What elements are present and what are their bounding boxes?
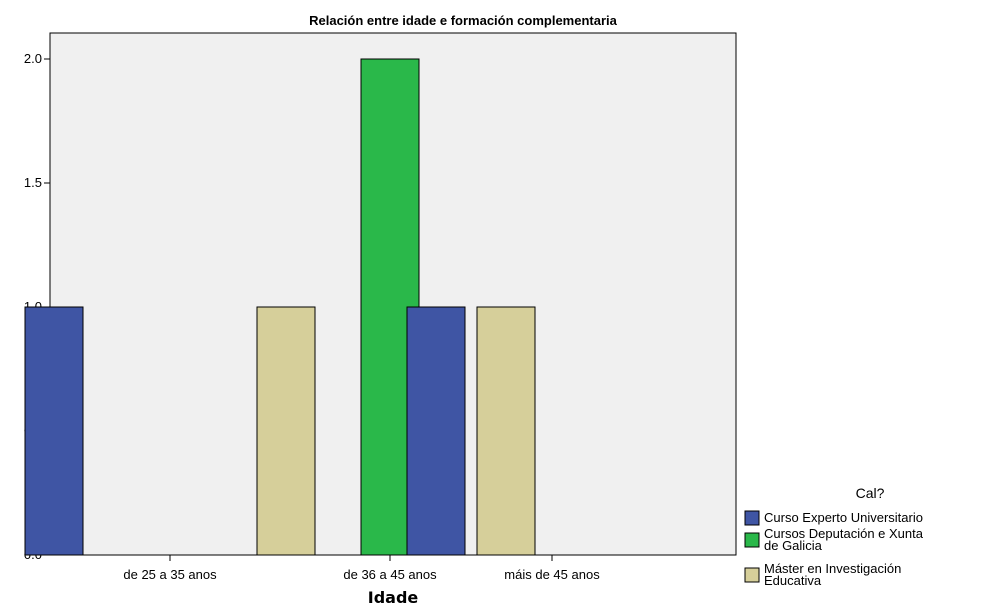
legend-label: Máster en Investigación (764, 561, 901, 576)
legend-swatch (744, 532, 760, 548)
bars (24, 58, 536, 556)
legend-label: Cursos Deputación e Xunta (764, 526, 924, 541)
legend-title: Cal? (856, 485, 885, 501)
legend-label: Educativa (764, 573, 822, 588)
bar (476, 306, 536, 556)
y-tick-label: 2.0 (24, 51, 42, 66)
x-tick-label: de 36 a 45 anos (343, 567, 437, 582)
x-axis: de 25 a 35 anos de 36 a 45 anos máis de 45… (123, 555, 600, 582)
bar (406, 306, 466, 556)
legend-label: Curso Experto Universitario (764, 510, 923, 525)
bar (24, 306, 84, 556)
y-tick-label: 1.5 (24, 175, 42, 190)
bar (256, 306, 316, 556)
legend-label: de Galicia (764, 538, 823, 553)
chart-title: Relación entre idade e formación complem… (309, 13, 618, 28)
legend-swatch (744, 567, 760, 583)
legend-swatch (744, 510, 760, 526)
x-axis-label: Idade (368, 588, 419, 607)
x-tick-label: máis de 45 anos (504, 567, 600, 582)
x-tick-label: de 25 a 35 anos (123, 567, 217, 582)
